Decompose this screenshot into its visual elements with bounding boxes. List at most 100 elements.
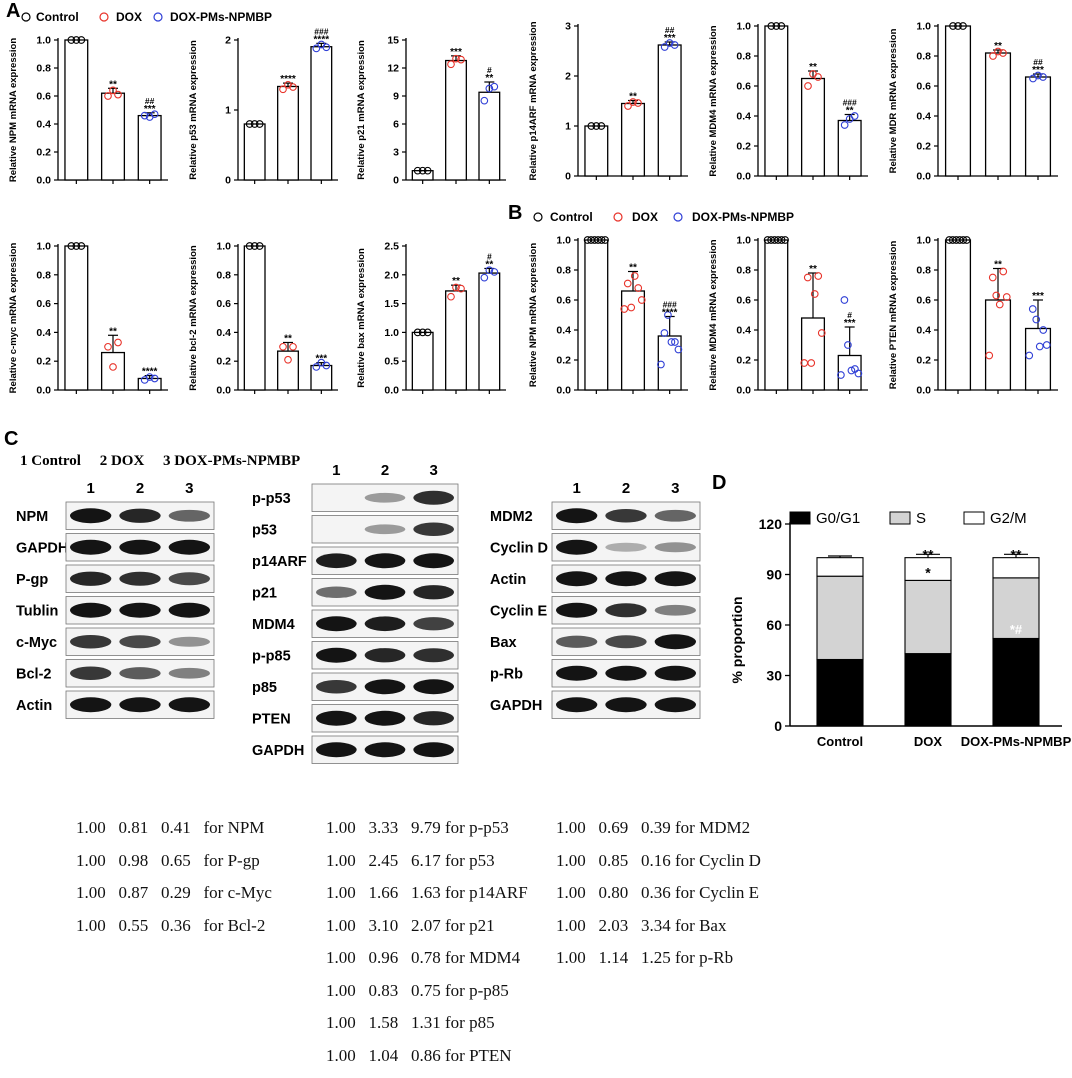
data-point	[597, 236, 606, 244]
significance-label: **	[809, 264, 817, 275]
bar-2	[100, 351, 126, 391]
bar-1	[944, 239, 972, 391]
bar-2	[620, 102, 646, 177]
y-axis-label: Relative MDM4 mRNA expression	[708, 25, 719, 176]
quant-line: 1.00 1.04 0.86 for PTEN	[326, 1045, 512, 1065]
blot-column-2: 1 2 3 p-p53 p53 p14ARF p21 MDM4 p-p85 p85 PTEN GAPD…	[252, 462, 459, 764]
chart-p21-mrna: Relative p21 mRNA expression03691215****…	[356, 35, 506, 187]
lane-number-2: 2	[381, 462, 389, 479]
blot-label: Actin	[16, 698, 52, 714]
data-point	[485, 266, 494, 275]
lane-number-3: 3	[185, 480, 193, 497]
data-point	[480, 96, 489, 105]
blot-band	[654, 634, 696, 650]
legend-dox-marker	[99, 12, 109, 22]
blot-band	[70, 666, 112, 681]
data-point	[72, 36, 81, 44]
panel-letter-c: C	[4, 428, 19, 450]
y-tick-label: 1.0	[216, 241, 231, 253]
significance-label: ****	[142, 367, 158, 378]
data-point	[312, 44, 321, 53]
legend-b: Control DOX DOX-PMs-NPMBP	[533, 210, 794, 224]
y-tick-label: 0.0	[916, 385, 931, 397]
blot-band	[605, 603, 647, 618]
data-point	[1034, 71, 1042, 80]
quant-line: 1.00 0.81 0.41 for NPM	[76, 818, 265, 837]
data-point	[629, 98, 637, 106]
blot-band	[168, 667, 210, 679]
data-point	[665, 39, 674, 47]
panel-letter-a: A	[6, 0, 21, 22]
y-tick-label: 120	[759, 516, 783, 532]
data-point	[77, 242, 86, 250]
data-point	[772, 22, 781, 30]
blot-column-1: 1 2 3 NPM GAPDH P-gp Tublin c-Myc Bcl-2 Actin	[16, 480, 215, 719]
y-tick-label: 2.0	[384, 269, 399, 281]
significance-hash-label: #	[487, 251, 492, 261]
blot-band	[413, 742, 454, 758]
blot-band	[605, 635, 647, 649]
y-axis-label: Relative bax mRNA expression	[356, 248, 367, 388]
y-tick-label: 1	[565, 121, 571, 133]
significance-hash-label: ###	[663, 300, 677, 310]
legend-a: Control DOX DOX-PMs-NPMBP	[21, 10, 272, 24]
western-blot-panel: 1 Control 2 DOX 3 DOX-PMs-NPMBP 1 2 3 NPM GA…	[16, 453, 701, 764]
data-point	[423, 328, 432, 337]
legend-dox-label: DOX	[116, 10, 142, 24]
data-point	[767, 22, 776, 30]
blot-label: P-gp	[16, 572, 48, 588]
blot-band	[70, 634, 112, 649]
y-tick-label: 0	[393, 175, 399, 187]
stack-segment	[904, 579, 952, 655]
bar-1	[584, 125, 609, 177]
data-point	[671, 338, 679, 346]
chart-npm-b-mrna: Relative NPM mRNA expression 0.0 0.2 0.4 0.6…	[528, 235, 688, 397]
blot-band	[413, 522, 454, 537]
bar-2	[277, 85, 299, 181]
panel-letter-b: B	[508, 202, 523, 224]
panel-letter-d: D	[712, 472, 727, 494]
bar-3	[837, 119, 862, 177]
data-point	[1039, 326, 1048, 334]
legend-b-dox-label: DOX	[632, 210, 658, 224]
blot-band	[654, 571, 696, 587]
significance-label: **	[846, 106, 854, 117]
blot-band	[119, 571, 161, 586]
blot-band	[654, 665, 696, 681]
bar-3	[478, 272, 501, 391]
legend-swatch-3	[963, 511, 985, 525]
data-point	[1032, 315, 1041, 324]
significance-hash-label: ##	[145, 96, 155, 106]
quant-line: 1.00 0.83 0.75 for p-p85	[326, 980, 509, 1000]
blot-band	[70, 697, 112, 713]
significance-hash-label: ###	[314, 26, 328, 36]
blot-label: Cyclin E	[490, 603, 548, 619]
bar-1	[243, 123, 266, 181]
data-point	[781, 236, 789, 244]
blot-band	[364, 553, 406, 569]
data-point	[959, 236, 968, 244]
legend-swatch-1	[789, 511, 811, 525]
data-point	[413, 166, 422, 175]
blot-band	[316, 742, 357, 758]
stack-segment	[992, 577, 1040, 640]
y-tick-label: 0.0	[736, 171, 751, 183]
y-tick-label: 1.0	[556, 235, 571, 247]
bar-3	[478, 91, 501, 181]
bar-2	[445, 290, 467, 391]
legend-label-3: G2/M	[990, 510, 1027, 527]
y-tick-label: 0.0	[736, 385, 751, 397]
significance-label: **	[109, 326, 117, 337]
y-axis-label: Relative p53 mRNA expression	[188, 40, 199, 180]
quant-line: 1.00 0.85 0.16 for Cyclin D	[556, 850, 761, 870]
blot-label: MDM2	[490, 509, 533, 525]
y-tick-label: 0.0	[384, 385, 399, 397]
stack-segment	[992, 557, 1040, 579]
blot-band	[413, 679, 454, 695]
data-point	[592, 122, 601, 130]
legend-b-dox-marker	[613, 212, 623, 222]
y-tick-label: 60	[766, 617, 782, 633]
data-point	[114, 338, 122, 347]
y-tick-label: 0.4	[916, 325, 931, 337]
data-point	[634, 284, 643, 292]
